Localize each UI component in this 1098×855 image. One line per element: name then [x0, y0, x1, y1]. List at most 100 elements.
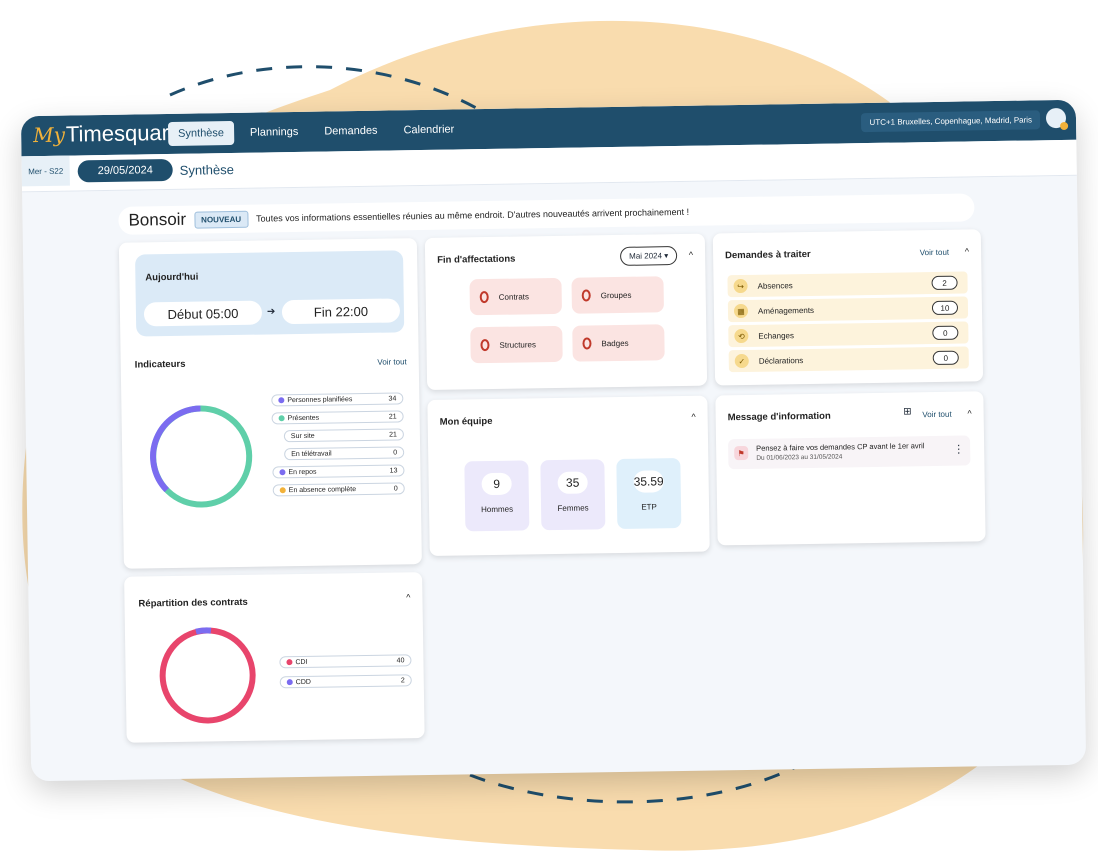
legend-dot-icon — [286, 658, 293, 665]
tile-badges[interactable]: Badges — [572, 324, 665, 362]
indicator-row[interactable]: Personnes planifiées 34 — [271, 392, 404, 407]
indicator-row[interactable]: En absence complète 0 — [272, 482, 405, 497]
zero-icon — [582, 337, 592, 350]
request-count: 0 — [932, 350, 959, 366]
tile-groupes[interactable]: Groupes — [571, 276, 664, 314]
contract-row[interactable]: CDI 40 — [279, 654, 412, 669]
request-label: Déclarations — [758, 355, 804, 366]
indicator-row[interactable]: Présentes 21 — [271, 410, 404, 425]
today-card: Aujourd'hui Début 05:00 ➔ Fin 22:00 Indi… — [118, 238, 422, 569]
tab-calendrier[interactable]: Calendrier — [403, 123, 455, 137]
requests-list: ↪ Absences 2 ▦ Aménagements 10 ⟲ Echanges 0 ✓ Décl… — [713, 229, 981, 373]
contract-row[interactable]: CDD 2 — [279, 674, 412, 689]
indicator-row[interactable]: Sur site 21 — [283, 428, 404, 443]
contracts-title: Répartition des contrats — [138, 596, 248, 610]
contract-label: CDI — [295, 658, 308, 666]
contract-value: 40 — [396, 656, 405, 664]
messages-see-all-link[interactable]: Voir tout — [922, 409, 952, 420]
team-card: Mon équipe ^ 9 Hommes 35 Femmes 35.59 ETP — [427, 395, 710, 556]
indicator-value: 0 — [393, 448, 398, 457]
indicators-see-all-link[interactable]: Voir tout — [377, 357, 407, 367]
today-title: Aujourd'hui — [145, 271, 199, 284]
info-message-item[interactable]: ⚑ Pensez à faire vos demandes CP avant l… — [728, 435, 971, 470]
month-value: Mai 2024 — [629, 251, 663, 261]
tab-demandes[interactable]: Demandes — [324, 124, 378, 138]
requests-title: Demandes à traiter — [725, 248, 811, 262]
user-avatar-icon[interactable] — [1045, 107, 1067, 129]
request-count: 2 — [931, 275, 958, 291]
chevron-up-icon[interactable]: ^ — [691, 411, 696, 422]
request-row[interactable]: ✓ Déclarations 0 — [728, 346, 969, 373]
chevron-up-icon[interactable]: ^ — [406, 592, 411, 603]
info-message-card: Message d'information ⊞ Voir tout ^ ⚑ Pe… — [715, 391, 986, 546]
team-title: Mon équipe — [439, 415, 493, 428]
indicator-label: Présentes — [287, 414, 320, 422]
indicator-label: En repos — [288, 468, 317, 476]
contract-label: CDD — [295, 678, 311, 686]
contracts-card: Répartition des contrats ^ CDI 40 CDD 2 — [124, 572, 425, 743]
indicator-label-group: Sur site — [291, 432, 315, 439]
request-label: Absences — [757, 280, 793, 291]
requests-card: Demandes à traiter Voir tout ^ ↪ Absences… — [712, 229, 984, 386]
legend-dot-icon — [278, 396, 285, 403]
indicators-legend: Personnes planifiées 34 Présentes 21 Sur sit… — [119, 238, 417, 497]
stat-value: 35 — [557, 471, 588, 494]
indicator-row[interactable]: En télétravail 0 — [284, 446, 405, 461]
tile-structures[interactable]: Structures — [470, 325, 563, 364]
tile-label: Contrats — [498, 291, 530, 302]
contract-label-group: CDD — [286, 678, 311, 686]
logo-name: Timesquare — [65, 119, 182, 147]
add-message-icon[interactable]: ⊞ — [903, 406, 912, 418]
requests-see-all-link[interactable]: Voir tout — [919, 247, 950, 258]
app-window: My Timesquare Synthèse Plannings Demande… — [20, 99, 1087, 782]
message-title: Pensez à faire vos demandes CP avant le … — [756, 441, 925, 453]
start-time: Début 05:00 — [143, 300, 263, 327]
chevron-up-icon[interactable]: ^ — [967, 408, 972, 419]
month-dropdown[interactable]: Mai 2024 ▾ — [619, 246, 678, 266]
date-picker[interactable]: 29/05/2024 — [77, 158, 173, 183]
indicator-label: Personnes planifiées — [287, 395, 353, 404]
request-count: 0 — [932, 325, 959, 341]
request-row[interactable]: ⟲ Echanges 0 — [728, 321, 969, 348]
request-type-icon: ✓ — [734, 353, 749, 369]
request-label: Echanges — [758, 330, 795, 341]
zero-icon — [581, 289, 591, 302]
tile-contrats[interactable]: Contrats — [469, 277, 563, 316]
brand-logo[interactable]: My Timesquare — [33, 120, 182, 148]
indicator-label: En télétravail — [291, 449, 332, 458]
indicator-label-group: En absence complète — [279, 486, 356, 494]
end-assignment-card: Fin d'affectations Mai 2024 ▾ ^ Contrats… — [424, 233, 708, 390]
legend-dot-icon — [278, 414, 285, 421]
info-message-title: Message d'information — [727, 410, 831, 424]
indicator-label-group: Personnes planifiées — [278, 396, 352, 404]
zero-icon — [480, 338, 490, 352]
chevron-up-icon[interactable]: ^ — [964, 246, 970, 257]
tab-synthese[interactable]: Synthèse — [167, 120, 235, 147]
request-label: Aménagements — [757, 305, 815, 316]
legend-dot-icon — [279, 468, 286, 475]
message-flag-icon: ⚑ — [734, 445, 749, 461]
timezone-selector[interactable]: UTC+1 Bruxelles, Copenhague, Madrid, Par… — [861, 110, 1041, 133]
request-row[interactable]: ↪ Absences 2 — [727, 271, 968, 298]
contracts-donut-chart — [159, 627, 256, 724]
indicators-title: Indicateurs — [134, 358, 186, 371]
request-row[interactable]: ▦ Aménagements 10 — [727, 296, 969, 323]
greeting-message: Toutes vos informations essentielles réu… — [256, 206, 690, 224]
tile-label: Badges — [601, 338, 629, 348]
more-options-icon[interactable]: ⋮ — [953, 443, 965, 456]
request-type-icon: ▦ — [733, 303, 749, 319]
today-panel: Aujourd'hui Début 05:00 ➔ Fin 22:00 — [135, 250, 405, 337]
indicator-value: 0 — [393, 484, 398, 493]
team-stat-card: 9 Hommes — [464, 460, 530, 532]
indicator-label-group: Présentes — [278, 414, 320, 422]
tab-plannings[interactable]: Plannings — [249, 125, 299, 139]
stat-label: Hommes — [480, 504, 514, 515]
caret-down-icon: ▾ — [664, 251, 669, 261]
week-label: Mer - S22 — [21, 155, 70, 187]
legend-dot-icon — [279, 486, 286, 493]
greeting-text: Bonsoir — [128, 209, 187, 230]
indicators-donut-chart — [150, 405, 253, 508]
zero-icon — [479, 291, 489, 304]
chevron-up-icon[interactable]: ^ — [688, 249, 694, 260]
indicator-row[interactable]: En repos 13 — [272, 464, 405, 479]
